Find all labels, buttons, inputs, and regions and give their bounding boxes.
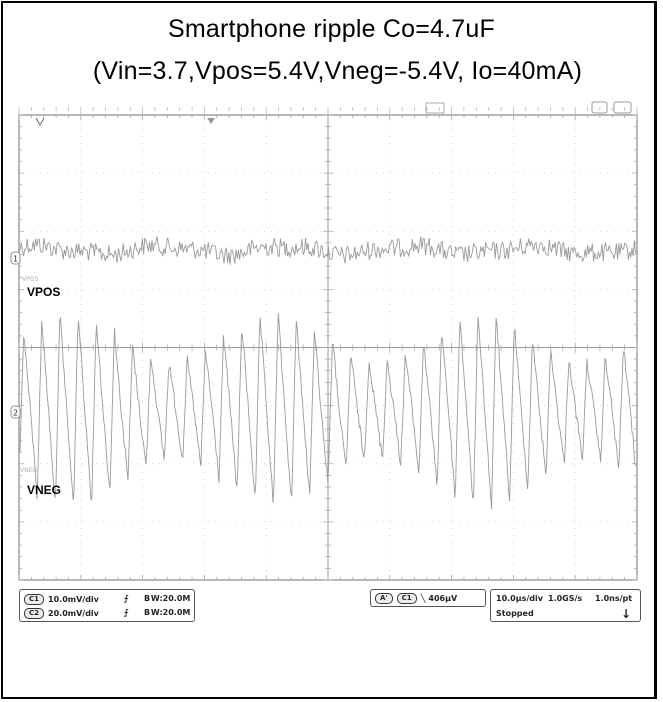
trigger-position-marker [35,117,45,127]
ch2-badge: C2 [24,608,45,619]
vneg-label: VNEG [27,483,61,497]
cursor-box-icon [425,102,445,114]
ch2-bandwidth: B W:20.0M [144,608,191,617]
ch2-marker-label: 2 [13,409,18,418]
acquisition-state: Stopped [496,609,534,618]
chart-title: Smartphone ripple Co=4.7uF [168,15,495,43]
ch1-coupling-icon: ⨍ [124,594,129,603]
vpos-trace [19,236,637,265]
chart-subtitle: (Vin=3.7,Vpos=5.4V,Vneg=-5.4V, Io=40mA) [92,57,583,85]
vpos-offset-label: VPOS [22,276,38,283]
ch1-marker [10,251,21,265]
ch2-marker [10,405,21,419]
ch2-coupling-icon: ⨍ [124,608,129,617]
trigger-source: C1 [396,593,417,604]
ch2-scale: 20.0mV/div [48,609,99,618]
ch1-bandwidth: B W:20.0M [144,594,191,603]
scope-markers: 1 2 VPOS VNEG VPOS VNEG [10,117,215,497]
vneg-trace [19,313,637,510]
menu-box-icon [613,101,632,114]
sample-rate: 1.0GS/s [548,594,583,603]
vpos-label: VPOS [27,285,60,299]
timebase-panel: 10.0µs/div 1.0GS/s 1.0ns/pt Stopped ↓ [490,589,641,622]
trigger-slope-icon: ╲ [420,594,426,603]
record-resolution: 1.0ns/pt [595,594,633,603]
trigger-badge: A' [375,593,393,604]
vneg-offset-label: VNEG [20,467,37,474]
ch1-badge: C1 [24,594,45,605]
timebase: 10.0µs/div [496,594,543,603]
scope-traces [19,236,637,510]
menu-box-icon [591,101,608,114]
grid-minor-ticks [18,114,638,581]
trigger-panel: A' C1 ╲ 406µV [370,589,486,607]
trigger-level: 406µV [428,594,458,603]
ch1-scale: 10.0mV/div [48,595,99,604]
ch1-marker-label: 1 [13,255,18,264]
single-arrow-icon: ↓ [621,607,632,621]
channel-settings-panel: C1 10.0mV/div ⨍ B W:20.0M C2 20.0mV/div … [19,589,195,622]
scope-grid [18,101,638,581]
trigger-point-marker [207,118,215,124]
top-ruler [18,107,638,114]
